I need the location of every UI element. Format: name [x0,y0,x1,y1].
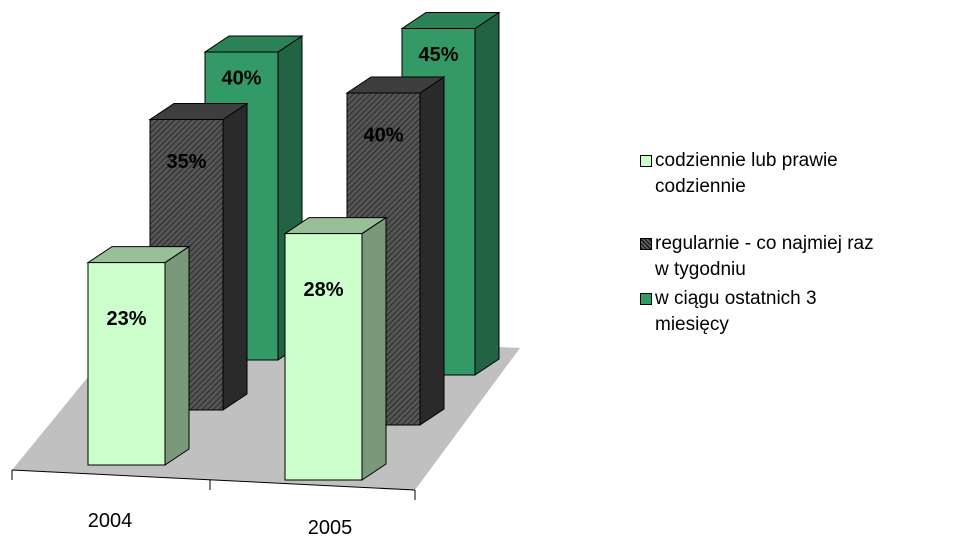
legend-label: regularnie - co najmiej raz w tygodniu [655,233,874,280]
legend-swatch [640,155,652,167]
bar-side [222,102,248,411]
value-label: 40% [363,124,403,146]
value-label: 35% [166,151,206,173]
value-label: 40% [221,67,261,89]
x-axis [11,469,416,491]
bar [86,245,191,466]
bar-side [361,216,387,481]
value-label: 45% [418,44,458,66]
x-tick-label: 2005 [308,517,353,539]
legend-swatch [640,293,652,305]
bar [283,216,388,481]
bar-side [164,245,190,466]
bar-front [284,233,363,481]
bar-side [474,11,500,376]
legend-label: codziennie lub prawie codziennie [655,150,838,197]
value-label: 23% [106,308,146,330]
value-label: 28% [303,279,343,301]
legend-swatch [640,238,652,250]
bar-front [87,262,166,466]
legend-label: w ciągu ostatnich 3 miesięcy [655,288,817,335]
x-tick-label: 2004 [88,510,133,532]
bar-side [419,76,445,426]
